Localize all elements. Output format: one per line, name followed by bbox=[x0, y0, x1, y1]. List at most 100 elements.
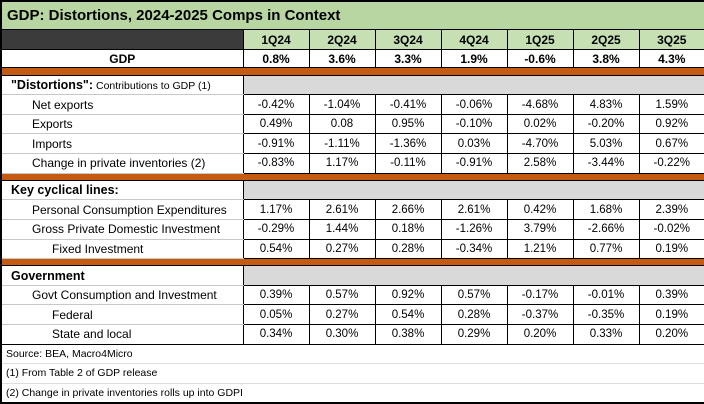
row-label: Exports bbox=[1, 114, 244, 135]
value-cell: -4.70% bbox=[506, 133, 574, 154]
value-cell: 2.39% bbox=[638, 199, 704, 220]
value-cell: 1.17% bbox=[242, 199, 310, 220]
value-cell: 1.59% bbox=[638, 94, 704, 115]
value-cell: -0.20% bbox=[572, 113, 640, 135]
footnote-1: (1) From Table 2 of GDP release bbox=[1, 363, 704, 384]
value-cell: 0.27% bbox=[308, 238, 376, 260]
value-cell: 0.27% bbox=[308, 304, 376, 326]
row-label: Personal Consumption Expenditures bbox=[1, 199, 244, 220]
value-cell: 0.39% bbox=[242, 284, 310, 306]
value-cell: 1.21% bbox=[506, 238, 574, 260]
section-title: Government bbox=[11, 268, 85, 283]
value-cell: 0.57% bbox=[308, 284, 376, 306]
value-cell: -4.68% bbox=[506, 94, 574, 115]
value-cell: 0.67% bbox=[638, 133, 704, 154]
value-cell: 1.68% bbox=[572, 199, 640, 220]
column-header: 3Q24 bbox=[374, 29, 442, 50]
value-cell: -0.91% bbox=[440, 153, 508, 174]
value-cell: 2.58% bbox=[506, 153, 574, 174]
value-cell: -0.22% bbox=[638, 153, 704, 174]
value-cell: -0.01% bbox=[572, 284, 640, 306]
value-cell: 0.54% bbox=[242, 238, 310, 260]
column-header: 1Q24 bbox=[242, 29, 310, 50]
value-cell: 0.30% bbox=[308, 324, 376, 345]
value-cell: 0.95% bbox=[374, 113, 442, 135]
row-label: Fixed Investment bbox=[1, 239, 244, 260]
value-cell: 0.57% bbox=[440, 284, 508, 306]
orange-divider-bar bbox=[1, 258, 704, 267]
table-title: GDP: Distortions, 2024-2025 Comps in Con… bbox=[1, 1, 704, 31]
column-header: 2Q24 bbox=[308, 29, 376, 50]
value-cell: 0.42% bbox=[506, 199, 574, 220]
value-cell: -0.83% bbox=[242, 153, 310, 174]
row-label: Net exports bbox=[1, 94, 244, 115]
value-cell: 0.05% bbox=[242, 304, 310, 326]
section-header-distortions: "Distortions": Contributions to GDP (1) bbox=[1, 75, 244, 96]
value-cell: 3.79% bbox=[506, 218, 574, 240]
value-cell: 2.61% bbox=[440, 199, 508, 220]
value-cell: 0.19% bbox=[638, 304, 704, 326]
value-cell: 1.44% bbox=[308, 218, 376, 240]
row-label: Gross Private Domestic Investment bbox=[1, 219, 244, 240]
value-cell: 0.38% bbox=[374, 324, 442, 345]
value-cell: -0.37% bbox=[506, 304, 574, 326]
value-cell: -0.42% bbox=[242, 94, 310, 115]
section-gray-band bbox=[242, 179, 704, 201]
orange-divider-bar bbox=[1, 67, 704, 76]
value-cell: 0.03% bbox=[440, 133, 508, 154]
value-cell: -0.41% bbox=[374, 94, 442, 115]
row-label: State and local bbox=[1, 324, 244, 345]
value-cell: 0.77% bbox=[572, 238, 640, 260]
section-gray-band bbox=[242, 74, 704, 96]
value-cell: 0.28% bbox=[374, 238, 442, 260]
value-cell: -0.02% bbox=[638, 218, 704, 240]
section-header-government: Government bbox=[1, 265, 244, 286]
value-cell: -2.66% bbox=[572, 218, 640, 240]
gdp-value-cell: 1.9% bbox=[440, 48, 508, 69]
value-cell: -0.10% bbox=[440, 113, 508, 135]
column-header: 1Q25 bbox=[506, 29, 574, 50]
gdp-row-label: GDP bbox=[1, 49, 244, 68]
orange-divider-bar bbox=[1, 172, 704, 181]
value-cell: 0.08 bbox=[308, 113, 376, 135]
value-cell: 0.33% bbox=[572, 324, 640, 345]
value-cell: -1.04% bbox=[308, 94, 376, 115]
section-title: Key cyclical lines: bbox=[11, 183, 119, 198]
column-header: 4Q24 bbox=[440, 29, 508, 50]
row-label: Federal bbox=[1, 304, 244, 326]
value-cell: -0.91% bbox=[242, 133, 310, 154]
value-cell: 0.20% bbox=[506, 324, 574, 345]
gdp-value-cell: 0.8% bbox=[242, 48, 310, 69]
value-cell: 0.29% bbox=[440, 324, 508, 345]
value-cell: 1.17% bbox=[308, 153, 376, 174]
value-cell: 0.92% bbox=[638, 113, 704, 135]
value-cell: 4.83% bbox=[572, 94, 640, 115]
value-cell: -0.06% bbox=[440, 94, 508, 115]
value-cell: 2.66% bbox=[374, 199, 442, 220]
value-cell: 2.61% bbox=[308, 199, 376, 220]
value-cell: -0.35% bbox=[572, 304, 640, 326]
value-cell: 0.02% bbox=[506, 113, 574, 135]
value-cell: -1.26% bbox=[440, 218, 508, 240]
value-cell: -1.36% bbox=[374, 133, 442, 154]
gdp-value-cell: 4.3% bbox=[638, 48, 704, 69]
footnote-2: (2) Change in private inventories rolls … bbox=[6, 386, 243, 399]
footnote-source: Source: BEA, Macro4Micro bbox=[1, 344, 704, 365]
section-note: Contributions to GDP (1) bbox=[96, 79, 211, 92]
value-cell: 0.92% bbox=[374, 284, 442, 306]
value-cell: 0.19% bbox=[638, 238, 704, 260]
value-cell: 0.20% bbox=[638, 324, 704, 345]
value-cell: -3.44% bbox=[572, 153, 640, 174]
section-header-key-cyclical: Key cyclical lines: bbox=[1, 180, 244, 201]
row-label: Govt Consumption and Investment bbox=[1, 285, 244, 306]
value-cell: 0.54% bbox=[374, 304, 442, 326]
row-label: Change in private inventories (2) bbox=[1, 153, 244, 174]
column-header: 2Q25 bbox=[572, 29, 640, 50]
row-label: Imports bbox=[1, 133, 244, 154]
gdp-value-cell: 3.6% bbox=[308, 48, 376, 69]
value-cell: 5.03% bbox=[572, 133, 640, 154]
value-cell: -0.34% bbox=[440, 238, 508, 260]
value-cell: -0.11% bbox=[374, 153, 442, 174]
